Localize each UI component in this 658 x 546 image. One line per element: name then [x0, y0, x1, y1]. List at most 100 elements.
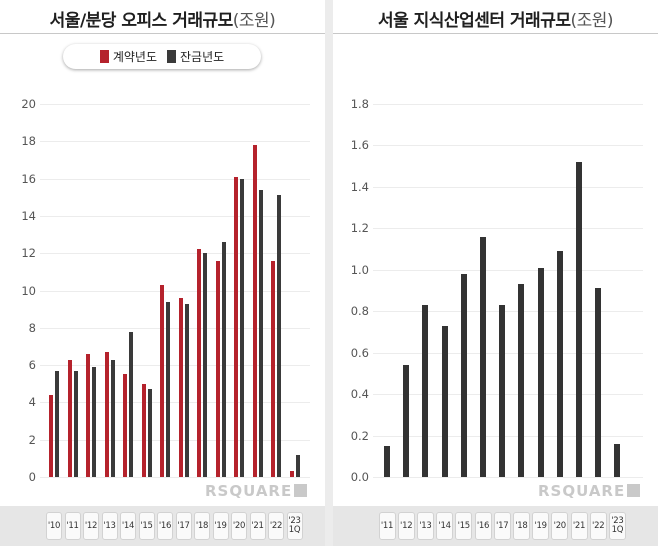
- x-tick-label: '16: [157, 512, 173, 540]
- title-divider: [333, 33, 658, 34]
- x-tick-label: '14: [120, 512, 136, 540]
- x-tick-label: '22: [589, 512, 607, 540]
- legend-swatch-settlement: [167, 50, 176, 63]
- y-tick-label: 16: [21, 171, 36, 186]
- bar: [384, 445, 390, 477]
- bar-settlement: [184, 303, 189, 477]
- y-tick-label: 0: [28, 470, 36, 484]
- bar-contract: [197, 249, 201, 477]
- y-tick-label: 8: [28, 320, 36, 335]
- x-tick-label: '21: [249, 512, 266, 540]
- bar-settlement: [55, 370, 59, 477]
- gridline: [373, 311, 643, 313]
- y-tick-label: 14: [21, 208, 36, 223]
- x-tick-label: '17: [493, 512, 511, 540]
- bar-contract: [271, 260, 275, 477]
- bar: [480, 236, 486, 477]
- y-tick-label: 1.4: [350, 179, 369, 194]
- bar: [403, 365, 410, 477]
- x-tick-label: '22: [268, 512, 284, 540]
- legend-swatch-contract: [99, 50, 109, 63]
- x-tick-label: '13: [416, 512, 434, 540]
- bar: [518, 284, 525, 477]
- rsquare-logo-icon: [294, 484, 308, 497]
- bar-contract: [49, 394, 53, 477]
- gridline: [40, 327, 310, 329]
- chart-title: 서울 지식산업센터 거래규모(조원): [377, 11, 614, 31]
- x-tick-label: '23 1Q: [286, 512, 303, 540]
- x-tick-label: '15: [455, 512, 473, 540]
- y-tick-label: 1.0: [350, 262, 369, 277]
- bar-settlement: [110, 359, 115, 477]
- bar-settlement: [92, 366, 96, 477]
- y-tick-label: 20: [21, 97, 36, 111]
- legend-item-settlement: 잔금년도: [167, 48, 224, 65]
- gridline: [40, 439, 310, 441]
- bar-settlement: [221, 242, 226, 477]
- legend-label-settlement: 잔금년도: [180, 50, 225, 64]
- bar: [576, 162, 582, 477]
- y-tick-label: 4: [28, 395, 36, 410]
- x-tick-label: '18: [512, 512, 530, 540]
- gridline: [40, 402, 310, 404]
- bar-contract: [289, 471, 294, 477]
- y-tick-label: 10: [21, 283, 36, 298]
- gridline: [373, 269, 643, 271]
- y-tick-label: 1.2: [350, 221, 369, 236]
- bar-contract: [123, 374, 127, 477]
- y-tick-label: 1.6: [350, 138, 369, 153]
- y-tick-label: 0.0: [350, 470, 369, 484]
- legend-item-contract: 계약년도: [99, 48, 157, 65]
- bar-contract: [160, 284, 164, 477]
- gridline: [40, 477, 310, 478]
- bar-settlement: [203, 253, 207, 477]
- y-tick-label: 2: [28, 432, 36, 447]
- bar-contract: [141, 383, 146, 477]
- bar-settlement: [277, 195, 281, 477]
- chart-title: 서울/분당 오피스 거래규모(조원): [49, 11, 276, 31]
- bar: [595, 288, 602, 477]
- x-tick-label: '20: [551, 512, 569, 540]
- knowledge-center-chart-panel: 서울 지식산업센터 거래규모(조원) 0.0 0.2 0.4 0.6 0.8 1.0 1.2…: [333, 0, 658, 546]
- bar-contract: [234, 176, 238, 477]
- x-tick-label: '19: [532, 512, 550, 540]
- bar: [460, 273, 467, 477]
- gridline: [40, 290, 310, 292]
- y-tick-label: 1.8: [350, 97, 369, 111]
- gridline: [40, 365, 310, 367]
- y-tick-label: 0.6: [350, 345, 369, 360]
- gridline: [40, 215, 310, 217]
- x-tick-label: '15: [138, 512, 155, 540]
- bar-contract: [252, 145, 257, 477]
- gridline: [40, 104, 310, 105]
- rsquare-watermark: RSQUARE: [538, 482, 641, 500]
- x-tick-label: '12: [397, 512, 415, 540]
- gridline: [373, 186, 643, 188]
- bar-contract: [104, 352, 109, 477]
- gridline: [40, 253, 310, 255]
- gridline: [373, 435, 643, 437]
- bar-settlement: [147, 389, 152, 477]
- legend-label-contract: 계약년도: [112, 50, 157, 64]
- x-tick-label: '14: [436, 512, 454, 540]
- y-tick-label: 12: [21, 246, 36, 261]
- y-tick-label: 18: [21, 134, 36, 149]
- panel-divider: [325, 0, 333, 546]
- bar-contract: [215, 260, 220, 477]
- y-tick-label: 0.8: [350, 304, 369, 319]
- bar-settlement: [73, 370, 78, 477]
- bar: [614, 443, 621, 477]
- rsquare-watermark: RSQUARE: [205, 482, 308, 500]
- gridline: [373, 477, 643, 478]
- bar-contract: [67, 359, 72, 477]
- bar-contract: [178, 297, 183, 477]
- x-tick-label: '16: [474, 512, 492, 540]
- x-tick-label: '19: [212, 512, 229, 540]
- x-tick-label: '21: [570, 512, 588, 540]
- bar-settlement: [295, 454, 300, 477]
- bar-settlement: [240, 178, 244, 477]
- gridline: [373, 104, 643, 105]
- gridline: [373, 352, 643, 354]
- x-tick-label: '17: [175, 512, 192, 540]
- bar-settlement: [166, 301, 170, 477]
